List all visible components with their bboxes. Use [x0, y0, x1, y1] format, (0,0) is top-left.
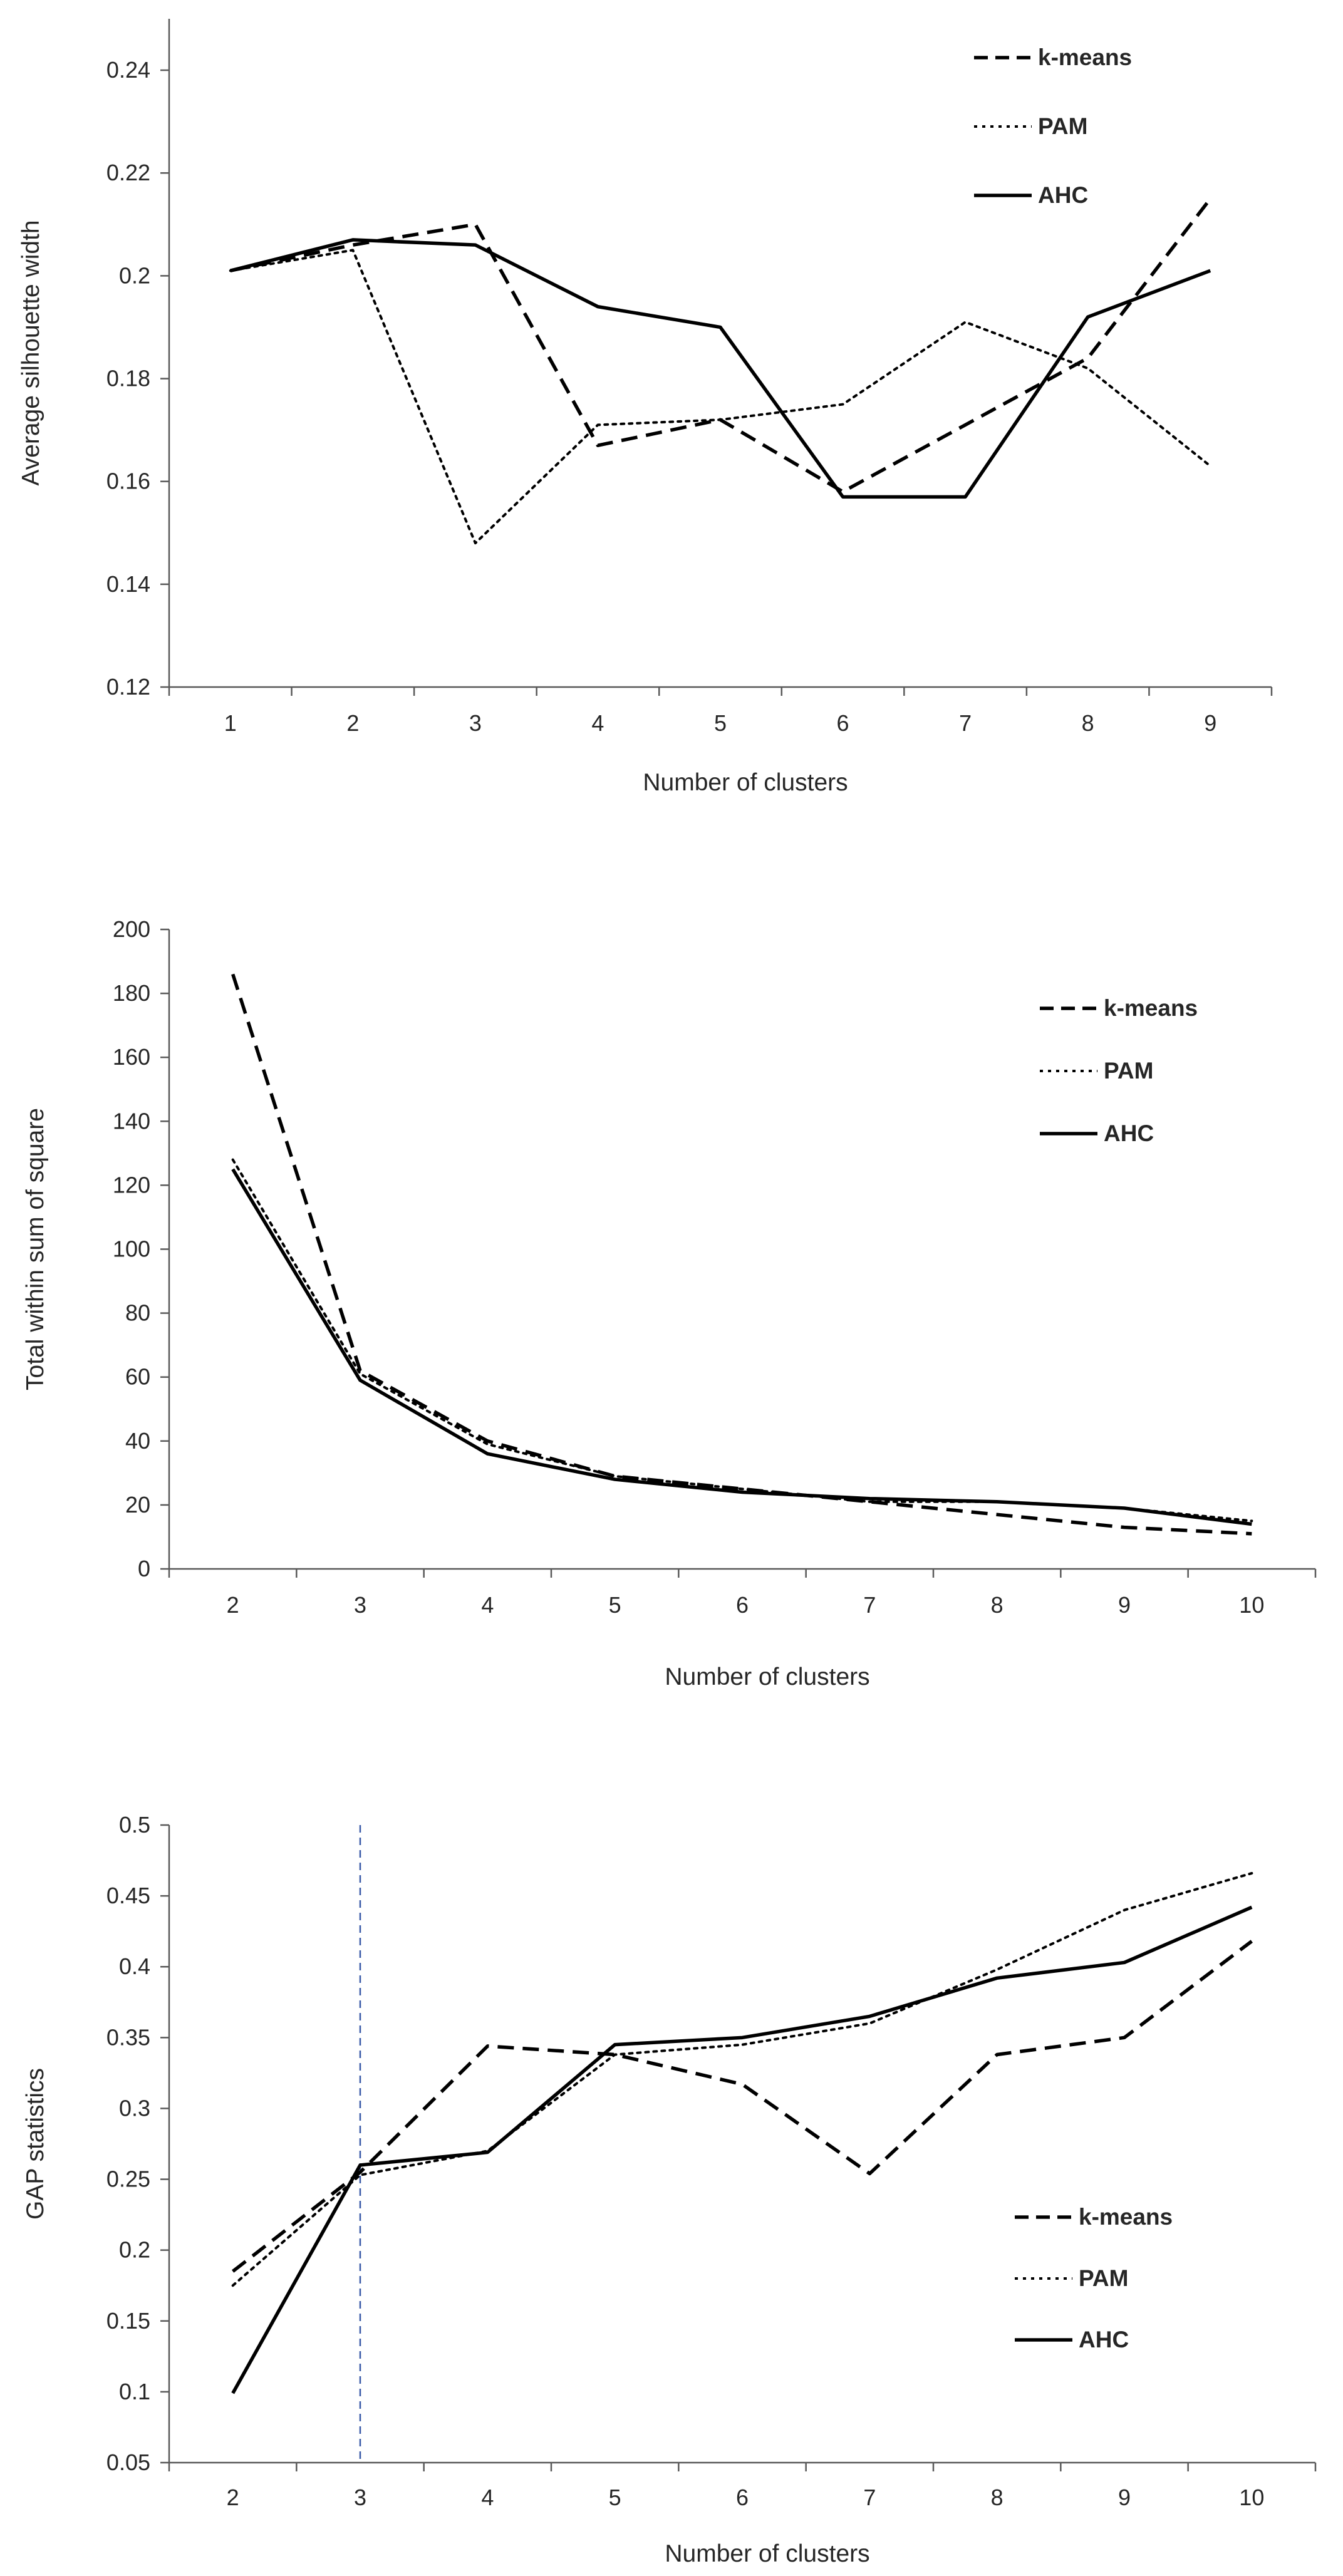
y-tick-label: 0.25: [106, 2166, 150, 2192]
x-tick-label: 4: [481, 2485, 494, 2510]
y-tick-label: 0.15: [106, 2308, 150, 2334]
legend-label-ahc: AHC: [1104, 1120, 1154, 1146]
chart-2: 0 20 40 60 80 100 120 140 160 180 200 2 3 4 5 6 7 8 9 10 Num…: [22, 916, 1317, 1690]
x-tick-label: 2: [227, 1592, 239, 1618]
legend-label-ahc: AHC: [1079, 2327, 1129, 2352]
series-line-k-means: [231, 1940, 1253, 2273]
y-tick-label: 60: [125, 1364, 150, 1390]
y-tick-label: 100: [113, 1236, 150, 1262]
x-tick-label: 9: [1118, 2485, 1131, 2510]
y-axis-title: GAP statistics: [22, 2068, 49, 2220]
legend-label-pam: PAM: [1038, 113, 1087, 139]
series-line-k-means: [230, 197, 1212, 494]
y-tick-label: 0.35: [106, 2024, 150, 2050]
x-tick-label: 7: [959, 710, 972, 736]
y-axis-title: Average silhouette width: [18, 220, 44, 485]
x-tick-label: 6: [736, 2485, 749, 2510]
y-tick-label: 0.4: [119, 1953, 150, 1979]
x-tick-label: 2: [346, 710, 359, 736]
series-line-ahc: [231, 1905, 1253, 2394]
legend-label-pam: PAM: [1079, 2265, 1128, 2291]
x-axis-title: Number of clusters: [665, 2540, 869, 2567]
x-tick-label: 9: [1118, 1592, 1131, 1618]
x-tick-label: 4: [591, 710, 604, 736]
x-tick-label: 5: [609, 2485, 621, 2510]
y-tick-label: 0: [138, 1556, 150, 1581]
y-tick-label: 180: [113, 980, 150, 1006]
x-tick-label: 2: [227, 2485, 239, 2510]
y-tick-label: 0.16: [106, 468, 150, 494]
y-tick-label: 0.3: [119, 2095, 150, 2121]
y-tick-label: 0.14: [106, 571, 150, 597]
x-tick-label: 6: [736, 1592, 749, 1618]
legend-label-k-means: k-means: [1079, 2204, 1173, 2230]
x-tick-label: 3: [354, 1592, 366, 1618]
series-line-ahc: [231, 1168, 1252, 1526]
y-tick-label: 160: [113, 1044, 150, 1070]
y-tick-label: 0.5: [119, 1812, 150, 1838]
legend-label-k-means: k-means: [1038, 44, 1132, 70]
y-tick-label: 20: [125, 1492, 150, 1518]
x-tick-label: 8: [991, 2485, 1003, 2510]
x-tick-label: 10: [1239, 2485, 1264, 2510]
series-line-ahc: [230, 238, 1211, 499]
x-tick-label: 5: [609, 1592, 621, 1618]
series-line-pam: [231, 1158, 1253, 1523]
x-tick-label: 10: [1239, 1592, 1264, 1618]
legend-label-ahc: AHC: [1038, 182, 1088, 208]
x-tick-label: 8: [1082, 710, 1094, 736]
series-line-pam: [229, 249, 1212, 545]
y-tick-label: 0.2: [119, 2237, 150, 2263]
y-tick-label: 0.12: [106, 674, 150, 700]
y-tick-label: 140: [113, 1108, 150, 1134]
y-tick-label: 0.22: [106, 160, 150, 185]
y-tick-label: 80: [125, 1300, 150, 1326]
series-line-k-means: [231, 973, 1252, 1536]
legend-label-pam: PAM: [1104, 1058, 1153, 1084]
y-tick-label: 200: [113, 916, 150, 942]
x-tick-label: 8: [991, 1592, 1003, 1618]
legend-label-k-means: k-means: [1104, 995, 1198, 1021]
y-tick-label: 120: [113, 1172, 150, 1197]
x-tick-label: 1: [224, 710, 237, 736]
x-tick-label: 7: [863, 1592, 876, 1618]
x-tick-label: 6: [837, 710, 849, 736]
y-tick-label: 0.1: [119, 2379, 150, 2404]
y-tick-label: 0.18: [106, 366, 150, 391]
x-tick-label: 9: [1204, 710, 1216, 736]
chart-1: 0.12 0.14 0.16 0.18 0.2 0.22 0.24 1 2 3 4 5 6 7 8 9 Numb…: [18, 19, 1273, 796]
y-tick-label: 0.45: [106, 1883, 150, 1908]
y-tick-label: 0.24: [106, 57, 150, 83]
y-tick-label: 40: [125, 1428, 150, 1454]
x-tick-label: 7: [863, 2485, 876, 2510]
x-tick-label: 3: [354, 2485, 366, 2510]
x-axis-title: Number of clusters: [665, 1663, 869, 1690]
chart-3: 0.05 0.1 0.15 0.2 0.25 0.3 0.35 0.4 0.45 0.5 2 3 4 5 6…: [22, 1812, 1317, 2567]
x-axis-title: Number of clusters: [643, 769, 848, 796]
y-axis-title: Total within sum of square: [22, 1108, 49, 1390]
x-tick-label: 4: [481, 1592, 494, 1618]
x-tick-label: 3: [469, 710, 482, 736]
y-tick-label: 0.2: [119, 262, 150, 288]
y-tick-label: 0.05: [106, 2449, 150, 2475]
x-tick-label: 5: [714, 710, 727, 736]
